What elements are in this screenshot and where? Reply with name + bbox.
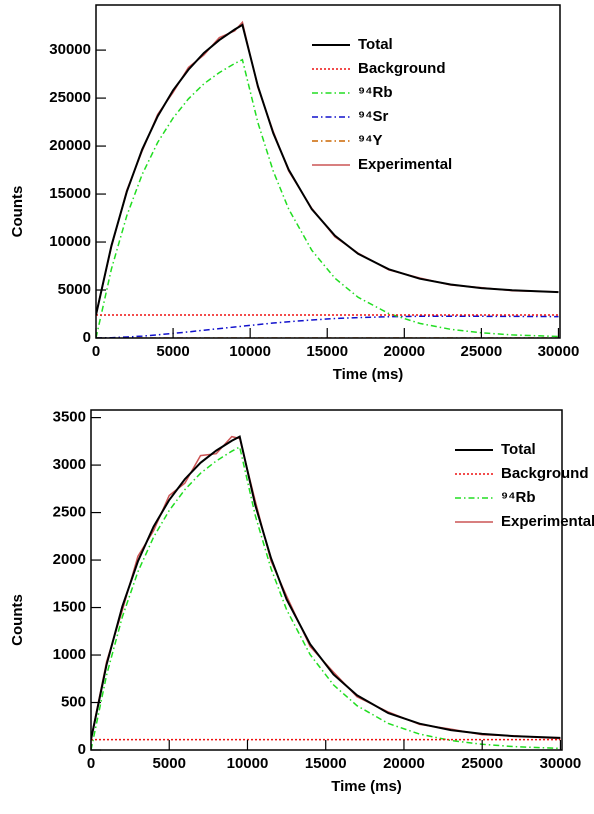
legend-label: ⁹⁴Sr bbox=[358, 108, 389, 125]
legend-label: Total bbox=[358, 36, 393, 53]
y-axis-title: Counts bbox=[9, 594, 26, 646]
legend-label: ⁹⁴Rb bbox=[358, 84, 393, 101]
legend-label: Background bbox=[358, 60, 446, 77]
x-tick-label: 15000 bbox=[306, 343, 348, 360]
x-axis-title: Time (ms) bbox=[331, 778, 402, 795]
y-tick-label: 2500 bbox=[53, 504, 86, 521]
legend-label: Total bbox=[501, 441, 536, 458]
series-line bbox=[91, 435, 561, 740]
legend-label: Background bbox=[501, 465, 589, 482]
plot-frame bbox=[90, 409, 563, 751]
x-axis-title: Time (ms) bbox=[333, 366, 404, 383]
x-tick-label: 25000 bbox=[461, 755, 503, 772]
x-tick-label: 10000 bbox=[229, 343, 271, 360]
legend-label: Experimental bbox=[501, 513, 594, 530]
y-axis-title: Counts bbox=[9, 186, 26, 238]
y-tick-label: 3000 bbox=[53, 456, 86, 473]
series-line bbox=[91, 435, 561, 740]
y-tick-label: 15000 bbox=[49, 185, 91, 202]
x-tick-label: 5000 bbox=[156, 343, 189, 360]
series-line bbox=[96, 315, 559, 338]
y-tick-label: 500 bbox=[61, 693, 86, 710]
series-line bbox=[91, 445, 561, 750]
x-tick-label: 0 bbox=[87, 755, 95, 772]
x-tick-label: 30000 bbox=[538, 343, 580, 360]
y-tick-label: 1500 bbox=[53, 599, 86, 616]
x-tick-label: 20000 bbox=[383, 755, 425, 772]
series-line bbox=[96, 23, 559, 316]
x-tick-label: 25000 bbox=[461, 343, 503, 360]
x-tick-label: 5000 bbox=[153, 755, 186, 772]
plot-area bbox=[96, 20, 559, 338]
y-tick-label: 25000 bbox=[49, 89, 91, 106]
x-tick-label: 0 bbox=[92, 343, 100, 360]
plot-area bbox=[91, 435, 561, 750]
y-tick-label: 5000 bbox=[58, 281, 91, 298]
y-tick-label: 0 bbox=[78, 741, 86, 758]
series-line bbox=[96, 20, 559, 315]
y-tick-label: 2000 bbox=[53, 551, 86, 568]
series-line bbox=[96, 58, 559, 338]
x-tick-label: 30000 bbox=[540, 755, 582, 772]
y-tick-label: 20000 bbox=[49, 137, 91, 154]
plot-frame bbox=[95, 4, 561, 339]
x-tick-label: 20000 bbox=[383, 343, 425, 360]
y-tick-label: 0 bbox=[83, 329, 91, 346]
y-tick-label: 10000 bbox=[49, 233, 91, 250]
legend-label: Experimental bbox=[358, 156, 452, 173]
y-tick-label: 3500 bbox=[53, 409, 86, 426]
legend-label: ⁹⁴Y bbox=[358, 132, 383, 149]
legend-label: ⁹⁴Rb bbox=[501, 489, 536, 506]
x-tick-label: 15000 bbox=[305, 755, 347, 772]
y-tick-label: 1000 bbox=[53, 646, 86, 663]
y-tick-label: 30000 bbox=[49, 41, 91, 58]
x-tick-label: 10000 bbox=[227, 755, 269, 772]
